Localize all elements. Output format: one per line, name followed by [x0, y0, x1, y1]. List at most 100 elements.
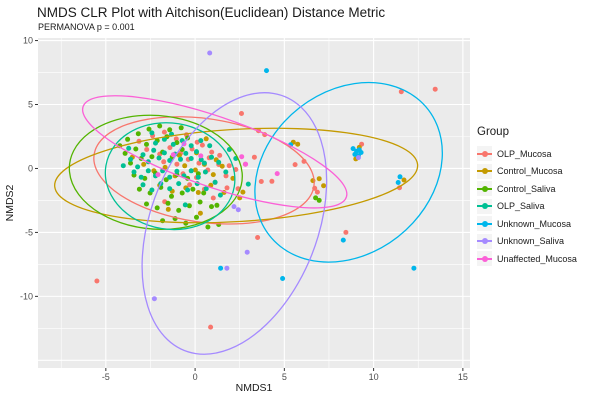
data-point-OLP_Mucosa: [217, 152, 223, 158]
data-point-Control_Mucosa: [240, 189, 246, 195]
data-point-Control_Saliva: [144, 201, 149, 207]
data-point-OLP_Saliva: [182, 202, 188, 208]
data-point-Control_Saliva: [214, 202, 220, 208]
data-point-OLP_Mucosa: [209, 149, 215, 155]
data-point-Control_Mucosa: [195, 190, 201, 195]
confidence-ellipse-Unaffected_Mucosa: [63, 75, 366, 229]
data-point-OLP_Saliva: [209, 154, 214, 160]
data-point-OLP_Mucosa: [187, 182, 193, 188]
data-point-OLP_Mucosa: [167, 145, 173, 151]
data-point-Unknown_Saliva: [244, 249, 250, 255]
legend-key-icon: [477, 163, 492, 179]
x-tick-label: -5: [102, 372, 110, 382]
data-point-Control_Saliva: [313, 195, 319, 201]
data-point-OLP_Saliva: [216, 159, 222, 165]
data-point-Control_Saliva: [154, 205, 160, 211]
data-point-OLP_Saliva: [223, 169, 229, 175]
data-point-OLP_Saliva: [194, 149, 199, 155]
data-point-OLP_Mucosa: [210, 195, 216, 201]
legend-item-label: Unknown_Saliva: [497, 236, 565, 247]
x-tick-label: 5: [282, 372, 287, 382]
data-point-Control_Saliva: [205, 224, 211, 230]
legend-items: OLP_Mucosa Control_Mucosa Control_Saliva OL…: [477, 145, 577, 268]
data-point-Unaffected_Mucosa: [198, 153, 204, 159]
data-point-Control_Saliva: [186, 203, 192, 209]
data-point-OLP_Mucosa: [292, 162, 298, 168]
data-point-Control_Saliva: [135, 131, 141, 137]
data-point-Control_Mucosa: [165, 206, 171, 212]
legend-item-label: Unknown_Mucosa: [497, 218, 572, 229]
x-tick-label: 10: [369, 372, 379, 382]
data-point-OLP_Saliva: [126, 145, 132, 151]
data-point-OLP_Saliva: [120, 163, 126, 169]
legend-title: Group: [477, 126, 509, 138]
data-point-Control_Saliva: [167, 127, 173, 133]
data-point-Control_Saliva: [201, 190, 207, 196]
y-tick-label: 0: [28, 163, 33, 173]
data-point-Unknown_Saliva: [207, 50, 213, 56]
data-point-Control_Mucosa: [295, 141, 301, 147]
legend-item-Unknown_Saliva: Unknown_Saliva: [477, 233, 577, 251]
legend-key-dot: [481, 220, 488, 227]
data-point-OLP_Saliva: [201, 160, 207, 166]
panel-background: [38, 38, 470, 368]
data-point-OLP_Saliva: [202, 169, 208, 175]
legend-item-label: Control_Saliva: [497, 183, 556, 194]
data-point-OLP_Saliva: [156, 155, 162, 161]
confidence-ellipse-Unknown_Mucosa: [224, 65, 473, 280]
data-point-OLP_Saliva: [245, 181, 251, 187]
data-point-Unaffected_Mucosa: [243, 161, 249, 167]
data-point-Control_Saliva: [136, 186, 142, 192]
data-point-Control_Mucosa: [192, 167, 198, 173]
legend-key-icon: [477, 198, 492, 214]
legend-item-OLP_Saliva: OLP_Saliva: [477, 198, 577, 216]
confidence-ellipse-OLP_Mucosa: [77, 100, 331, 241]
legend-key-dot: [481, 150, 488, 157]
data-point-OLP_Saliva: [128, 156, 133, 162]
data-point-OLP_Saliva: [178, 156, 183, 162]
legend-item-Unknown_Mucosa: Unknown_Mucosa: [477, 215, 577, 233]
legend-key-dot: [481, 168, 488, 175]
data-point-OLP_Saliva: [226, 147, 232, 152]
data-point-Unknown_Mucosa: [340, 237, 346, 243]
data-point-Control_Mucosa: [141, 161, 147, 167]
data-point-Unknown_Saliva: [224, 265, 230, 271]
data-point-Control_Mucosa: [316, 176, 322, 182]
data-point-OLP_Saliva: [167, 174, 173, 180]
data-point-Control_Saliva: [209, 204, 214, 210]
data-point-Control_Saliva: [149, 154, 155, 160]
legend-key-icon: [477, 251, 492, 267]
data-point-Control_Mucosa: [203, 136, 209, 142]
confidence-ellipse-Control_Mucosa: [49, 118, 423, 232]
data-point-OLP_Saliva: [217, 192, 223, 198]
data-point-OLP_Saliva: [174, 168, 180, 174]
data-point-Unaffected_Mucosa: [274, 171, 280, 177]
data-point-Unknown_Saliva: [151, 296, 157, 302]
data-point-OLP_Saliva: [140, 182, 146, 188]
legend-key-icon: [477, 216, 492, 232]
data-point-Control_Saliva: [122, 150, 128, 156]
data-point-Control_Mucosa: [176, 152, 182, 158]
data-point-Control_Saliva: [146, 126, 152, 132]
data-point-Control_Saliva: [178, 125, 184, 131]
data-point-OLP_Saliva: [167, 186, 173, 192]
data-point-OLP_Saliva: [198, 157, 204, 163]
data-point-OLP_Mucosa: [432, 86, 438, 92]
data-point-Unaffected_Mucosa: [155, 172, 161, 178]
data-point-OLP_Saliva: [188, 156, 194, 161]
data-point-OLP_Mucosa: [208, 324, 214, 330]
data-point-OLP_Mucosa: [223, 173, 229, 179]
legend-key-dot: [481, 203, 488, 210]
legend-key-dot: [481, 255, 488, 262]
data-point-OLP_Mucosa: [174, 161, 180, 167]
data-point-OLP_Mucosa: [239, 111, 244, 116]
data-point-Control_Saliva: [169, 193, 174, 199]
data-point-OLP_Mucosa: [269, 178, 275, 184]
x-axis-title: NMDS1: [235, 382, 273, 394]
data-point-Control_Saliva: [316, 197, 322, 203]
data-point-OLP_Saliva: [195, 174, 201, 180]
data-point-OLP_Saliva: [161, 136, 167, 142]
data-point-OLP_Saliva: [198, 138, 204, 144]
